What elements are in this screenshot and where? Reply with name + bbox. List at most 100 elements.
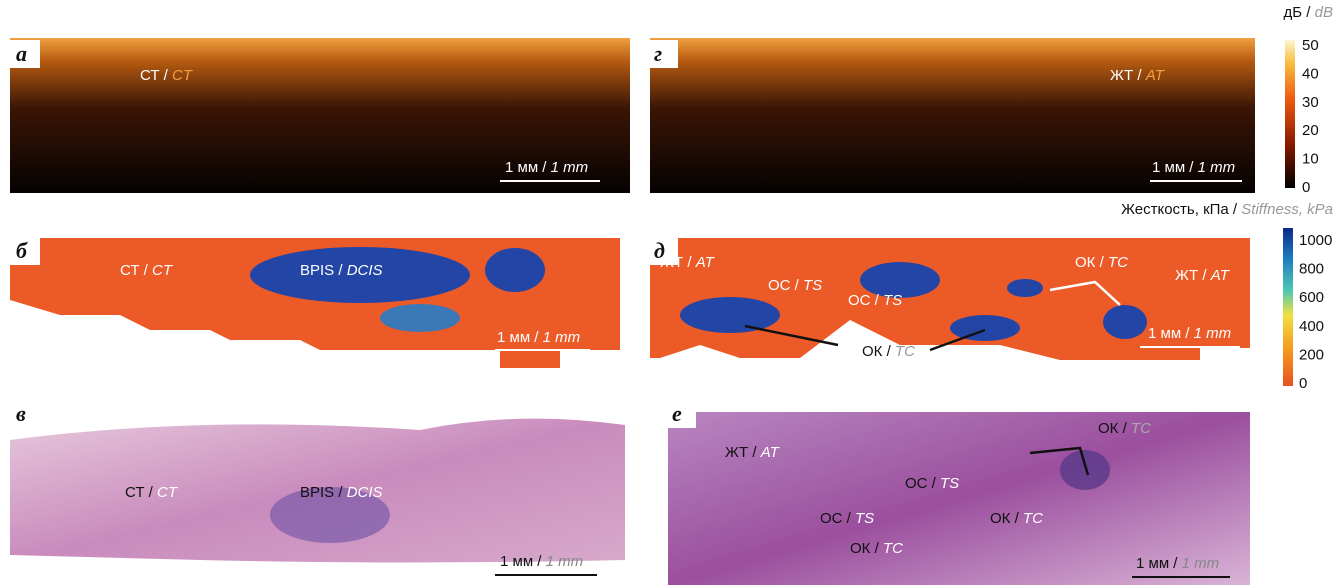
label-ru: ОС /: [905, 475, 937, 492]
label: 1 мм / 1 mm: [500, 553, 583, 570]
colorbar-tick-label: 200: [1299, 346, 1324, 363]
label: СТ / CT: [125, 484, 179, 501]
label-ru: ЖТ /: [725, 444, 757, 461]
label-ru: BPIS /: [300, 262, 343, 279]
images: [10, 38, 1255, 585]
label: 1 мм / 1 mm: [1152, 159, 1235, 176]
label-ru: 1 мм /: [1152, 159, 1194, 176]
label-en: TC: [1023, 510, 1043, 527]
colorbar-tick-label: 20: [1302, 122, 1319, 139]
label: ОК / TC: [1098, 420, 1151, 437]
label-en: TS: [803, 277, 822, 294]
panel-letter: а: [16, 41, 27, 66]
colorbar-tick-label: 0: [1299, 375, 1307, 392]
colorbar: [1283, 228, 1293, 386]
label-en: DCIS: [347, 262, 383, 279]
label: ЖТ / AT: [660, 254, 716, 271]
label-ru: СТ /: [125, 484, 154, 501]
label-ru: ОК /: [862, 343, 892, 360]
colorbar-tick-label: 400: [1299, 318, 1324, 335]
colorbar: [1285, 40, 1295, 188]
label: 1 мм / 1 mm: [1136, 555, 1219, 572]
label-ru: 1 мм /: [1136, 555, 1178, 572]
label-en: TC: [1108, 254, 1128, 271]
label: дБ / dB: [1284, 4, 1333, 21]
label: ЖТ / AT: [725, 444, 781, 461]
stiffness-region: [950, 315, 1020, 341]
panel-letter: б: [16, 238, 28, 263]
label-en: Stiffness, kPa: [1241, 201, 1333, 218]
label-ru: ЖТ /: [660, 254, 692, 271]
colorbar-tick-label: 10: [1302, 151, 1319, 168]
label-en: AT: [1145, 67, 1166, 84]
colorbar-tick-label: 40: [1302, 65, 1319, 82]
label: ОС / TS: [848, 292, 902, 309]
histology-region: [1060, 450, 1110, 490]
label-ru: ОС /: [820, 510, 852, 527]
label-ru: дБ /: [1284, 4, 1312, 21]
label-ru: ОК /: [1075, 254, 1105, 271]
label: ОК / TC: [1075, 254, 1128, 271]
colorbar-tick-label: 1000: [1299, 232, 1332, 249]
label-en: TS: [855, 510, 874, 527]
label-en: AT: [1210, 267, 1231, 284]
colorbar-tick-label: 0: [1302, 179, 1310, 196]
label-en: 1 mm: [1198, 159, 1236, 176]
colorbar-tick-label: 600: [1299, 289, 1324, 306]
label: Жесткость, кПа / Stiffness, kPa: [1121, 201, 1333, 218]
figure: а СТ / CT 1 мм / 1 mm б СТ / CT BPIS / DCIS 1 …: [0, 0, 1333, 585]
label: ОС / TS: [905, 475, 959, 492]
label: ОК / TC: [850, 540, 903, 557]
label-ru: 1 мм /: [505, 159, 547, 176]
label: ЖТ / AT: [1110, 67, 1166, 84]
label: СТ / CT: [140, 67, 194, 84]
colorbar-tick-label: 50: [1302, 37, 1319, 54]
label-en: AT: [760, 444, 781, 461]
stiffness-region: [680, 297, 780, 333]
stiffness-region: [1007, 279, 1043, 297]
label: ОК / TC: [990, 510, 1043, 527]
label-en: TC: [1131, 420, 1151, 437]
label-ru: ОК /: [990, 510, 1020, 527]
label: ЖТ / AT: [1175, 267, 1231, 284]
label-ru: ОК /: [1098, 420, 1128, 437]
panel-letter: г: [654, 41, 662, 66]
label-en: TS: [883, 292, 902, 309]
label-ru: СТ /: [120, 262, 149, 279]
label: BPIS / DCIS: [300, 262, 383, 279]
colorbar-tick-label: 800: [1299, 261, 1324, 278]
label-ru: ОК /: [850, 540, 880, 557]
label: 1 мм / 1 mm: [497, 329, 580, 346]
label-en: 1 mm: [1194, 325, 1232, 342]
stiffness-region: [1103, 305, 1147, 339]
stiffness-region: [485, 248, 545, 292]
label-ru: ЖТ /: [1175, 267, 1207, 284]
label-en: 1 mm: [1182, 555, 1220, 572]
label-en: 1 mm: [543, 329, 581, 346]
stiffness-region: [380, 304, 460, 332]
label: ОС / TS: [768, 277, 822, 294]
label: ОК / TC: [862, 343, 915, 360]
label-en: dB: [1315, 4, 1333, 21]
label-en: CT: [152, 262, 174, 279]
label: ОС / TS: [820, 510, 874, 527]
label-en: TC: [883, 540, 903, 557]
label: СТ / CT: [120, 262, 174, 279]
label: 1 мм / 1 mm: [505, 159, 588, 176]
label: BPIS / DCIS: [300, 484, 383, 501]
label-ru: СТ /: [140, 67, 169, 84]
label-en: CT: [172, 67, 194, 84]
label-ru: ЖТ /: [1110, 67, 1142, 84]
letter-box: [648, 40, 678, 68]
label: 1 мм / 1 mm: [1148, 325, 1231, 342]
panel-letter: е: [672, 401, 682, 426]
label-ru: ОС /: [848, 292, 880, 309]
colorbar-tick-label: 30: [1302, 94, 1319, 111]
label-en: TC: [895, 343, 915, 360]
label-en: CT: [157, 484, 179, 501]
label-ru: 1 мм /: [500, 553, 542, 570]
label-ru: 1 мм /: [497, 329, 539, 346]
label-ru: ОС /: [768, 277, 800, 294]
label-en: AT: [695, 254, 716, 271]
label-en: 1 mm: [551, 159, 589, 176]
